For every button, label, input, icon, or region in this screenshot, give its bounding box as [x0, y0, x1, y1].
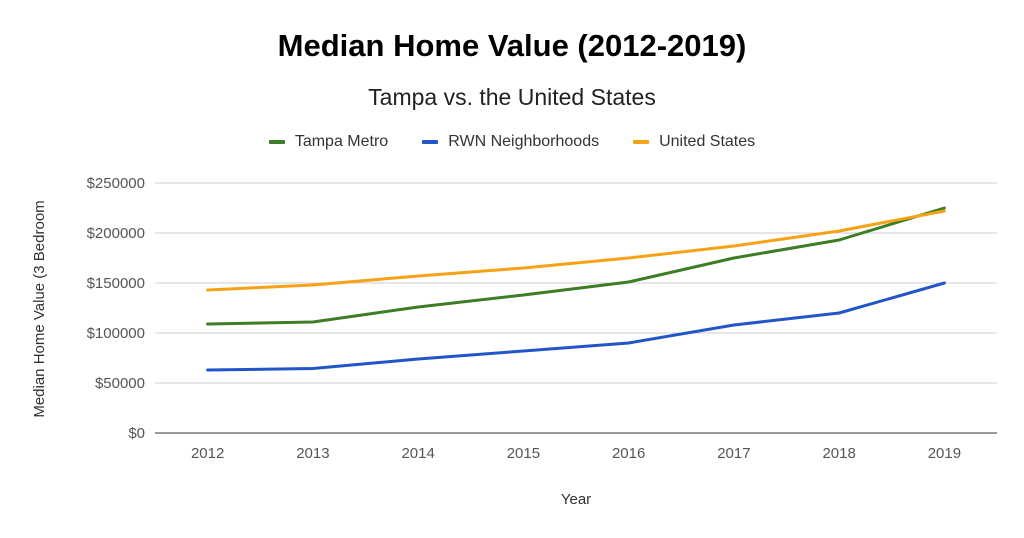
legend-label-tampa-metro: Tampa Metro	[294, 133, 389, 150]
y-tick-label: $50000	[95, 375, 145, 392]
legend-label-united-states: United States	[659, 133, 756, 150]
y-tick-label: $0	[128, 425, 145, 442]
x-tick-label: 2015	[507, 445, 540, 462]
chart-title: Median Home Value (2012-2019)	[277, 28, 747, 63]
x-tick-label: 2017	[717, 445, 750, 462]
series-line-rwn-neighborhoods	[206, 281, 946, 372]
x-tick-label: 2019	[928, 445, 961, 462]
y-axis-title: Median Home Value (3 Bedroom	[31, 200, 48, 417]
series-line-united-states	[206, 209, 946, 292]
legend-item-united-states[interactable]: United States	[633, 133, 755, 151]
x-tick-label: 2012	[191, 445, 224, 462]
legend-label-rwn-neighborhoods: RWN Neighborhoods	[448, 133, 600, 150]
series-line-tampa-metro	[206, 206, 946, 326]
legend-swatch-tampa-metro	[268, 140, 285, 144]
x-tick-label: 2016	[612, 445, 645, 462]
y-tick-label: $100000	[87, 325, 145, 342]
y-tick-label: $200000	[87, 225, 145, 242]
x-axis-title: Year	[561, 491, 591, 508]
y-tick-label: $250000	[87, 175, 145, 192]
legend-swatch-united-states	[633, 140, 650, 144]
legend-swatch-rwn-neighborhoods	[422, 140, 439, 144]
chart-subtitle: Tampa vs. the United States	[368, 84, 656, 110]
y-tick-label: $150000	[87, 275, 145, 292]
x-tick-label: 2014	[401, 445, 434, 462]
legend-item-rwn-neighborhoods[interactable]: RWN Neighborhoods	[422, 133, 599, 151]
x-tick-label: 2018	[822, 445, 855, 462]
legend-item-tampa-metro[interactable]: Tampa Metro	[268, 133, 389, 151]
x-tick-label: 2013	[296, 445, 329, 462]
legend: Tampa Metro RWN Neighborhoods United Sta…	[0, 133, 1024, 151]
